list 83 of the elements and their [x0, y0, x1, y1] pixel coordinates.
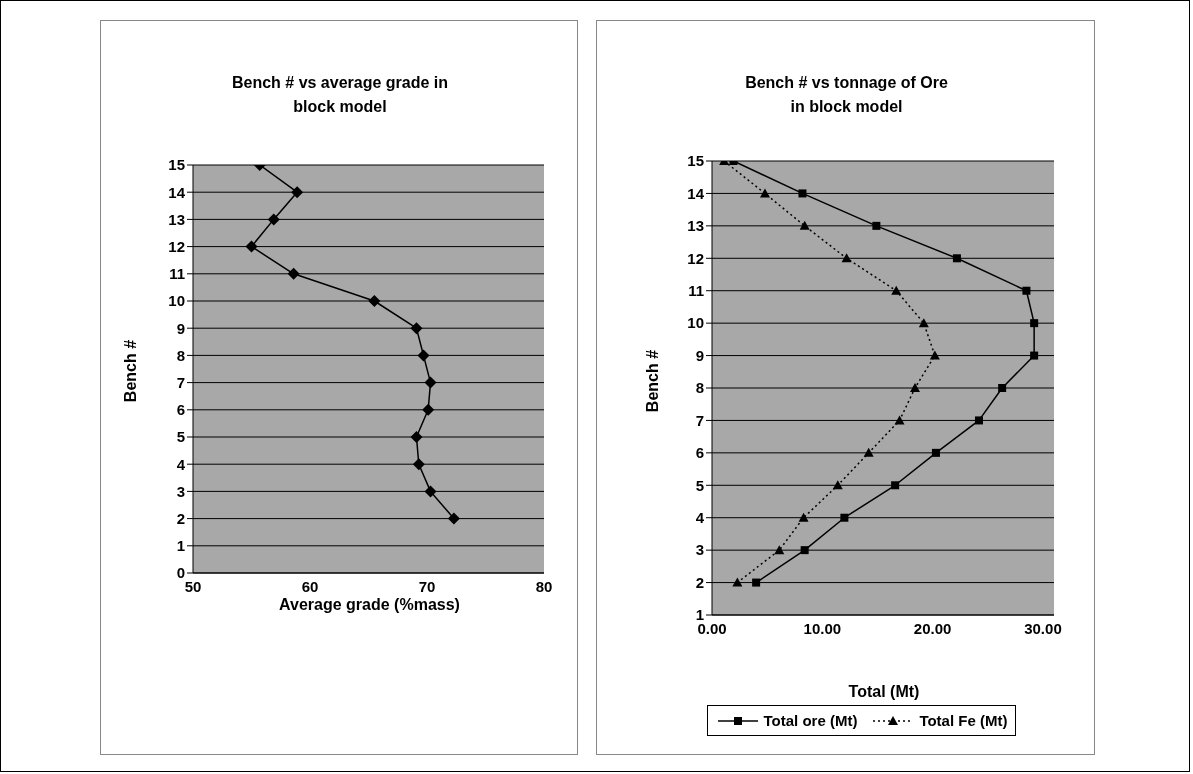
y-tick-label: 2: [695, 573, 704, 591]
x-tick-label: 60: [301, 577, 319, 595]
x-tick-label: 50: [184, 577, 202, 595]
y-tick-label: 8: [695, 379, 704, 397]
point: [424, 376, 437, 389]
y-tick-label: 14: [168, 183, 186, 201]
y-axis-title: Bench #: [644, 349, 662, 413]
y-tick-label: 15: [687, 152, 704, 170]
y-tick-label: 14: [687, 184, 705, 202]
point: [412, 458, 425, 471]
point: [424, 485, 437, 498]
y-tick-label: 7: [176, 373, 185, 391]
point: [840, 513, 849, 522]
x-tick-label: 10.00: [803, 619, 842, 637]
point: [368, 295, 381, 307]
y-tick-label: 6: [695, 444, 704, 462]
y-tick-label: 7: [695, 411, 704, 429]
point: [832, 480, 843, 490]
point: [974, 416, 983, 425]
y-tick-label: 2: [176, 509, 185, 527]
y-tick-label: 0: [176, 564, 185, 582]
y-tick-label: 5: [176, 428, 185, 446]
point: [267, 213, 280, 226]
y-tick-label: 8: [176, 346, 185, 364]
point: [422, 403, 435, 416]
y-tick-label: 11: [169, 265, 185, 283]
y-tick-label: 5: [695, 476, 704, 494]
point: [1030, 351, 1039, 360]
x-tick-label: 80: [535, 577, 553, 595]
point: [931, 448, 940, 457]
y-tick-label: 12: [168, 237, 185, 255]
point: [872, 221, 881, 230]
point: [891, 481, 900, 490]
x-axis-title: Average grade (%mass): [278, 596, 461, 614]
y-tick-label: 4: [176, 455, 186, 473]
y-tick-label: 11: [688, 282, 704, 300]
y-axis-title: Bench #: [122, 339, 140, 403]
point: [732, 577, 743, 587]
chart-title: Bench # vs average grade in block model: [231, 73, 449, 117]
x-tick-label: 20.00: [913, 619, 952, 637]
point: [447, 512, 460, 525]
point: [929, 350, 940, 360]
point: [909, 383, 920, 392]
y-tick-label: 15: [168, 156, 185, 174]
point: [863, 447, 874, 457]
y-tick-label: 6: [176, 401, 185, 419]
x-tick-label: 30.00: [1024, 619, 1062, 637]
point: [798, 512, 809, 522]
point: [410, 322, 423, 335]
point: [952, 254, 961, 263]
y-tick-label: 9: [695, 346, 704, 364]
point: [287, 267, 300, 280]
point: [841, 253, 852, 263]
point: [799, 220, 810, 230]
point: [759, 188, 770, 198]
y-tick-label: 9: [176, 319, 185, 337]
chart-title: Bench # vs tonnage of Ore in block model: [744, 73, 949, 117]
point: [1022, 286, 1031, 295]
point: [891, 285, 902, 295]
point: [417, 349, 430, 362]
point: [798, 189, 807, 198]
y-tick-label: 12: [687, 249, 704, 267]
point: [291, 186, 304, 199]
y-tick-label: 3: [176, 482, 185, 500]
point: [752, 578, 761, 587]
point: [998, 384, 1007, 392]
y-tick-label: 4: [695, 509, 705, 527]
point: [800, 546, 809, 555]
point: [918, 318, 929, 328]
point: [1030, 319, 1039, 328]
y-tick-label: 1: [176, 537, 185, 555]
legend-label: Total Fe (Mt): [919, 712, 1008, 729]
y-tick-label: 10: [687, 314, 704, 332]
x-tick-label: 70: [418, 577, 436, 595]
legend-label: Total ore (Mt): [763, 712, 858, 729]
point: [245, 240, 258, 253]
x-axis-title: Total (Mt): [847, 683, 921, 701]
y-tick-label: 13: [168, 210, 185, 228]
y-tick-label: 13: [687, 217, 704, 235]
point: [774, 545, 785, 555]
y-tick-label: 3: [695, 541, 704, 559]
y-tick-label: 10: [168, 292, 185, 310]
point: [410, 431, 423, 443]
